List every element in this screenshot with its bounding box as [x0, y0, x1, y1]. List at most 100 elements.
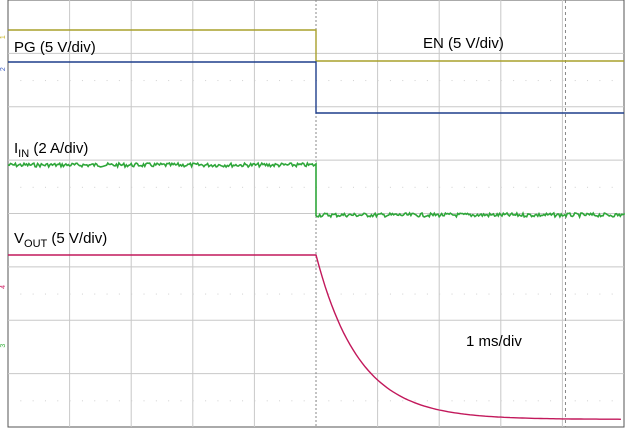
grid-dot [365, 400, 367, 402]
grid-dot [525, 400, 527, 402]
grid-dot [266, 80, 268, 82]
grid-dot [414, 400, 416, 402]
grid-dot [291, 186, 293, 188]
grid-dot [217, 400, 219, 402]
grid-dot [242, 400, 244, 402]
vout-label-sub: OUT [24, 238, 48, 250]
grid-dot [94, 400, 96, 402]
grid-dot [587, 400, 589, 402]
grid-dot [463, 400, 465, 402]
grid-dot [451, 80, 453, 82]
grid-dot [69, 400, 71, 402]
grid-dot [118, 293, 120, 295]
grid-dot [562, 80, 564, 82]
grid-dot [537, 400, 539, 402]
grid-dot [389, 400, 391, 402]
grid-dot [316, 293, 317, 295]
grid-dot [32, 400, 34, 402]
grid-dot [131, 293, 133, 295]
grid-dot [488, 186, 490, 188]
grid-dot [550, 186, 552, 188]
grid-dot [192, 80, 194, 82]
grid-dot [426, 186, 428, 188]
grid-dot [131, 186, 133, 188]
grid-dot [500, 186, 502, 188]
grid-dot [525, 186, 527, 188]
grid-dot [389, 80, 391, 82]
grid-dot [217, 186, 219, 188]
grid-dot [180, 293, 182, 295]
grid-dot [500, 400, 502, 402]
grid-dot [328, 400, 330, 402]
grid-dot [402, 186, 404, 188]
iin-label-rest: (2 A/div) [29, 140, 88, 157]
grid-dot [599, 293, 601, 295]
grid-dot [118, 80, 120, 82]
grid-dot [599, 80, 601, 82]
grid-dot [426, 400, 428, 402]
grid-dot [118, 400, 120, 402]
grid-dot [291, 80, 293, 82]
grid-dot [168, 80, 170, 82]
grid-dot [242, 80, 244, 82]
grid-dot [451, 400, 453, 402]
grid-dot [402, 80, 404, 82]
vout-label-main: V [14, 230, 24, 247]
grid-dot [291, 293, 293, 295]
trace-pg [8, 29, 624, 62]
grid-dot [328, 293, 330, 295]
channel-marker-2: 2 [0, 67, 7, 71]
grid-dot [402, 400, 404, 402]
channel-markers: 1 2 3 4 [0, 35, 7, 348]
grid-dot [611, 80, 613, 82]
grid-dot [587, 293, 589, 295]
grid-dot [229, 400, 231, 402]
grid-dot [69, 80, 71, 82]
grid-dot [217, 80, 219, 82]
grid-dot [192, 186, 194, 188]
grid-dot [180, 186, 182, 188]
grid-dot [352, 186, 354, 188]
grid-dot [537, 293, 539, 295]
grid-dot [488, 80, 490, 82]
grid-dot [611, 293, 613, 295]
grid-dot [463, 80, 465, 82]
grid-dot [180, 400, 182, 402]
grid-dot [229, 293, 231, 295]
trace-en [8, 61, 624, 114]
grid-dot [20, 293, 22, 295]
grid-dot [266, 293, 268, 295]
iin-label-main: I [14, 140, 18, 157]
grid-dot [488, 400, 490, 402]
grid-dot [20, 80, 22, 82]
grid-dot [168, 186, 170, 188]
grid-dot [229, 80, 231, 82]
grid-dot [340, 80, 342, 82]
grid-dot [377, 186, 379, 188]
grid-dot [352, 400, 354, 402]
grid-dot [266, 400, 268, 402]
grid-dot [377, 400, 379, 402]
grid-dot [439, 186, 441, 188]
grid-dot [168, 293, 170, 295]
grid-dot [192, 293, 194, 295]
grid-dot [81, 400, 83, 402]
channel-marker-1: 1 [0, 35, 7, 39]
grid-dot [476, 186, 478, 188]
grid-dot [155, 186, 157, 188]
grid-dot [513, 80, 515, 82]
grid-dot [69, 293, 71, 295]
grid-dot [143, 293, 145, 295]
grid-dot [81, 293, 83, 295]
grid-dot [513, 400, 515, 402]
grid-dot [550, 400, 552, 402]
grid-dot [414, 186, 416, 188]
grid-dot [32, 80, 34, 82]
grid-dot [377, 80, 379, 82]
grid-dot [402, 293, 404, 295]
grid-dot [81, 80, 83, 82]
grid-dot [94, 293, 96, 295]
grid-dot [611, 400, 613, 402]
grid-dot [57, 293, 59, 295]
